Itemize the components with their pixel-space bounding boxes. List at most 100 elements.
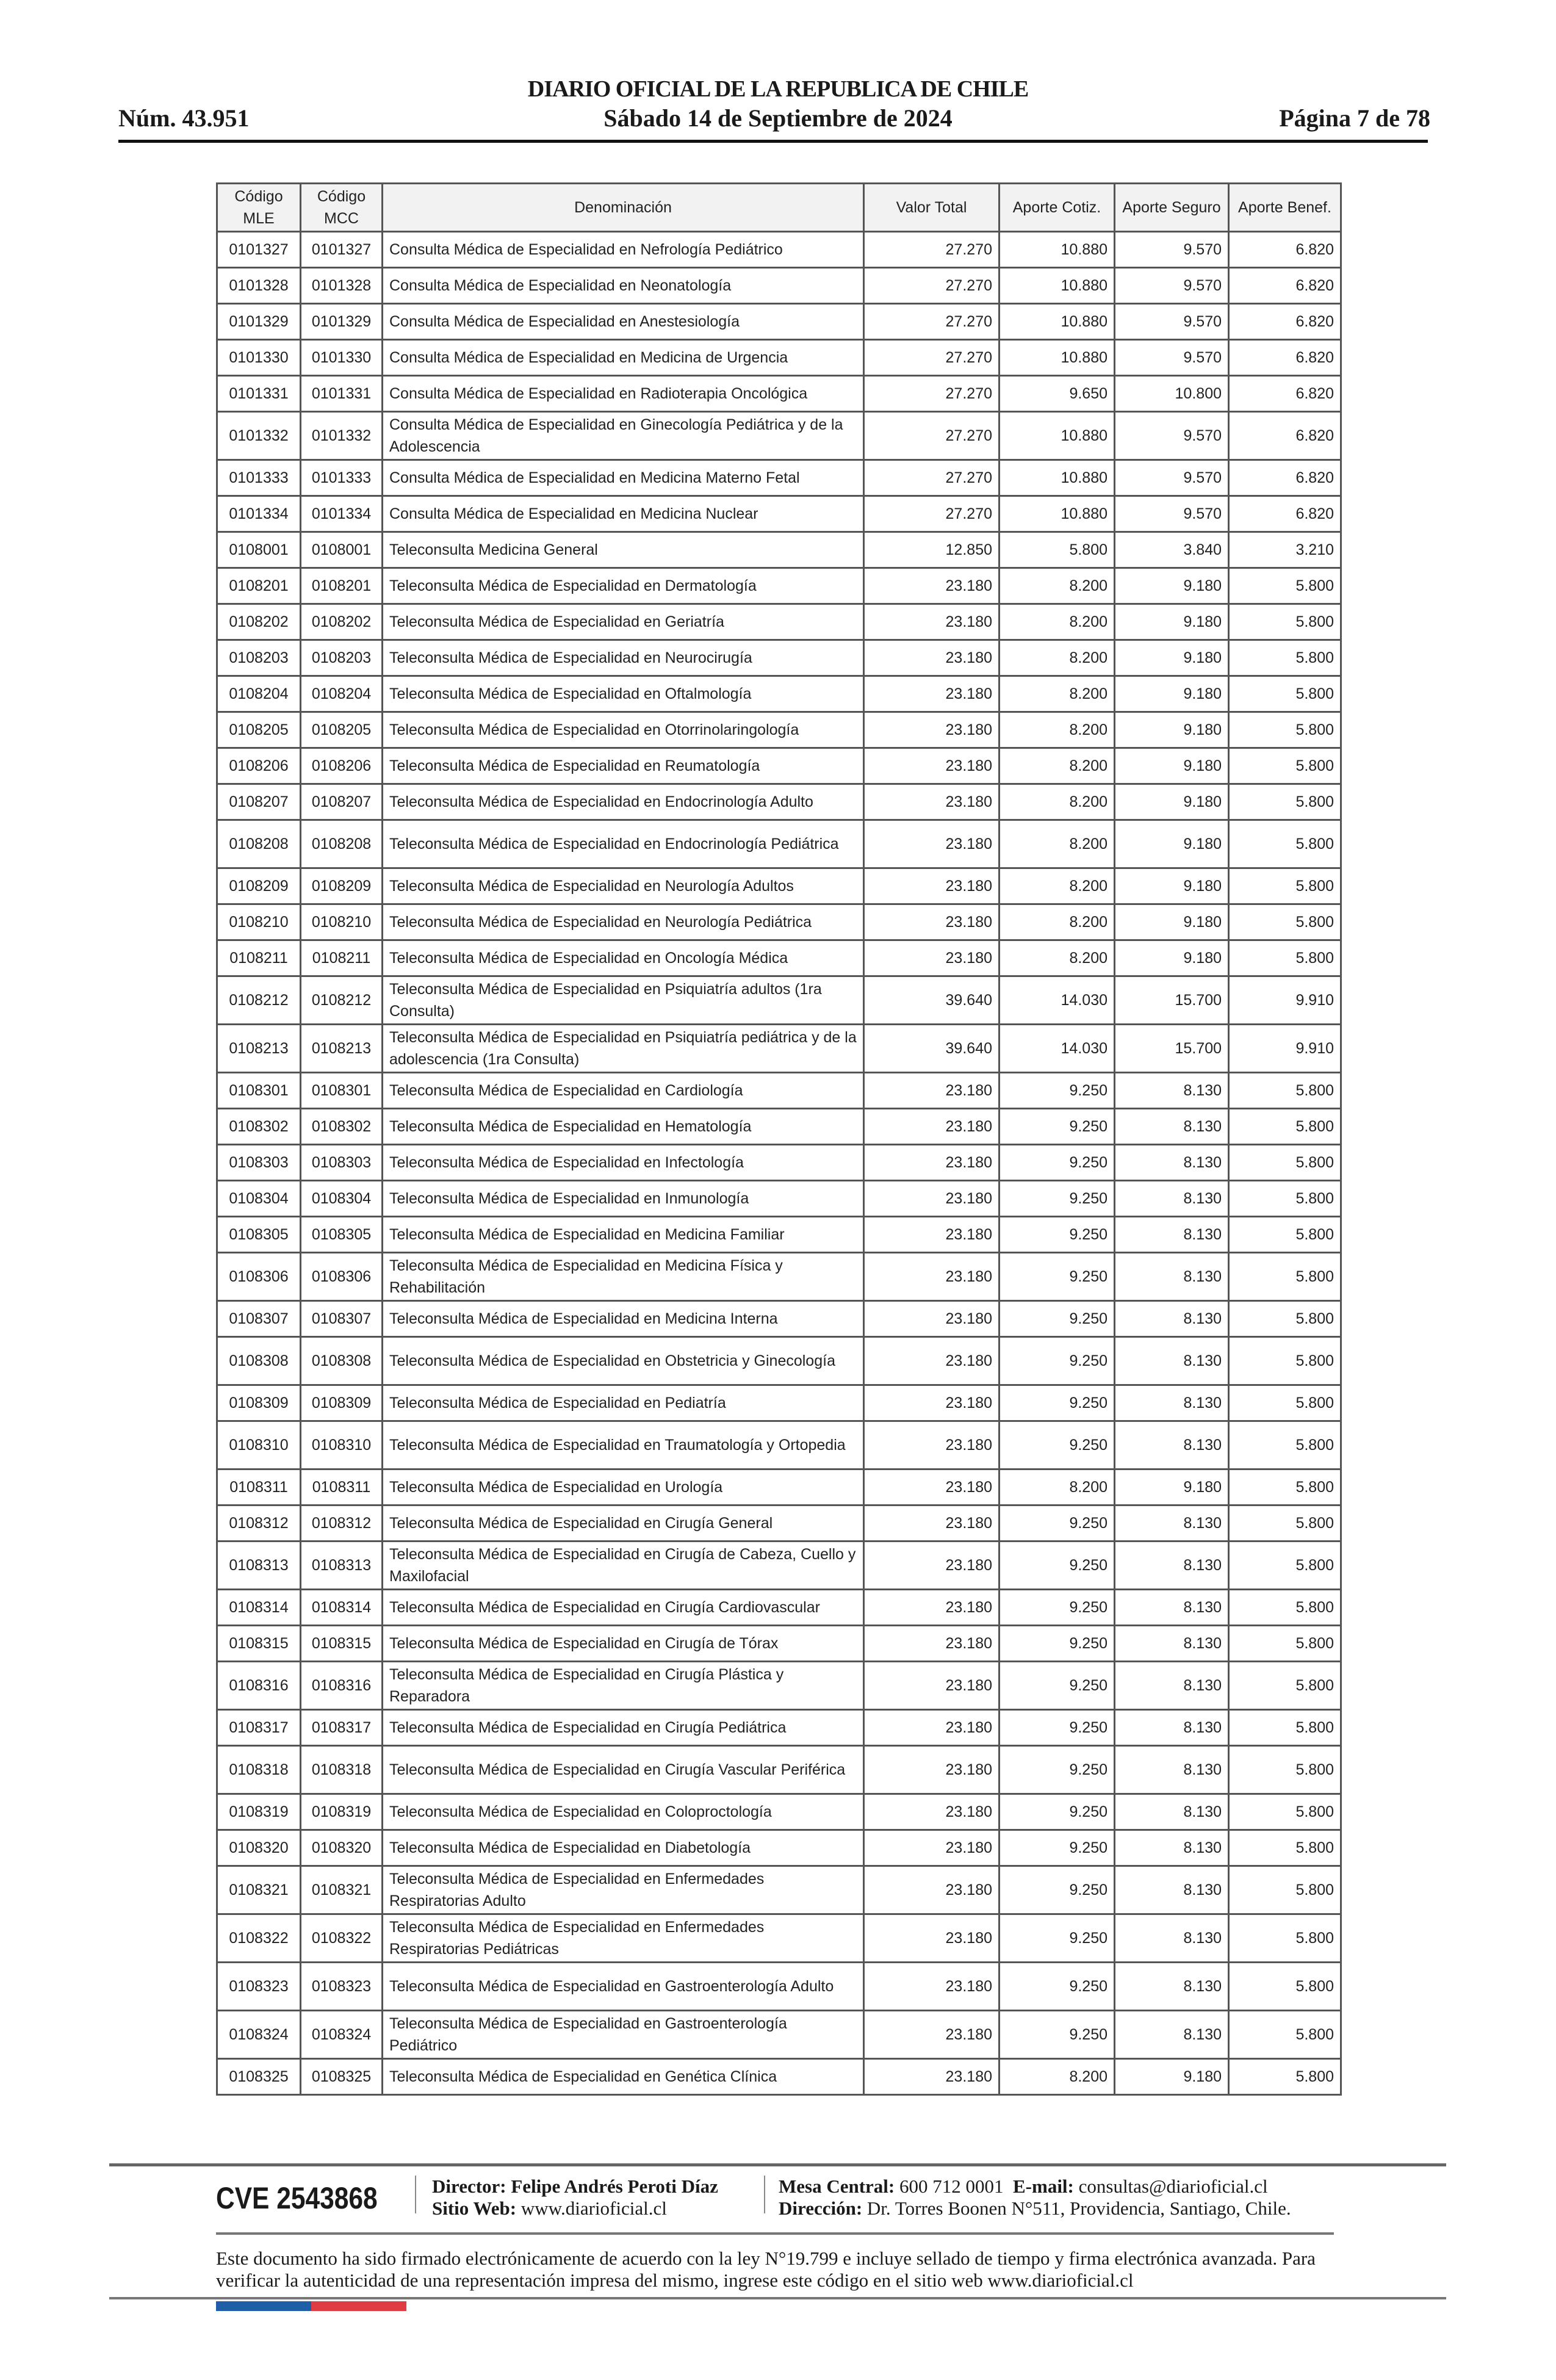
cell-code-mcc: 0108323 — [300, 1961, 383, 2011]
cell-denomination: Teleconsulta Médica de Especialidad en G… — [381, 603, 865, 641]
cell-code-mle: 0108311 — [216, 1468, 301, 1506]
cell-contribution-insurance: 9.180 — [1114, 639, 1230, 677]
cell-code-mcc: 0101327 — [300, 231, 383, 269]
cell-denomination: Teleconsulta Médica de Especialidad en G… — [381, 2058, 865, 2096]
cell-contribution-cotiz: 10.880 — [998, 303, 1115, 341]
cell-denomination: Teleconsulta Médica de Especialidad en C… — [381, 1709, 865, 1747]
cell-denomination: Teleconsulta Médica de Especialidad en M… — [381, 1300, 865, 1338]
cell-code-mle: 0108207 — [216, 783, 301, 821]
cell-total-value: 23.180 — [863, 1300, 1000, 1338]
table-row: 0108213 0108213 Teleconsulta Médica de Esp… — [216, 1023, 1342, 1073]
cell-denomination: Teleconsulta Médica de Especialidad en N… — [381, 903, 865, 941]
cell-total-value: 27.270 — [863, 459, 1000, 497]
cell-code-mle: 0108202 — [216, 603, 301, 641]
cell-total-value: 23.180 — [863, 1384, 1000, 1422]
cell-contribution-benef: 5.800 — [1228, 2010, 1342, 2060]
cell-code-mle: 0108210 — [216, 903, 301, 941]
cell-contribution-insurance: 9.570 — [1114, 231, 1230, 269]
cell-contribution-insurance: 8.130 — [1114, 1745, 1230, 1795]
table-header-row: Código MLE Código MCC Denominación Valor To… — [216, 182, 1342, 233]
cell-code-mcc: 0108304 — [300, 1180, 383, 1217]
cell-code-mcc: 0108302 — [300, 1108, 383, 1145]
cell-code-mcc: 0108209 — [300, 867, 383, 905]
tariff-table: Código MLE Código MCC Denominación Valor To… — [216, 182, 1342, 2096]
cell-contribution-insurance: 9.570 — [1114, 411, 1230, 461]
table-row: 0108202 0108202 Teleconsulta Médica de Esp… — [216, 603, 1342, 641]
cell-denomination: Teleconsulta Médica de Especialidad en C… — [381, 1745, 865, 1795]
footer-divider — [415, 2176, 416, 2213]
cell-contribution-benef: 5.800 — [1228, 1745, 1342, 1795]
cell-contribution-insurance: 9.180 — [1114, 819, 1230, 869]
cell-contribution-benef: 5.800 — [1228, 1144, 1342, 1181]
cell-total-value: 23.180 — [863, 711, 1000, 749]
column-header-code-mcc: Código MCC — [300, 182, 383, 233]
cell-code-mle: 0108325 — [216, 2058, 301, 2096]
cell-contribution-benef: 5.800 — [1228, 1072, 1342, 1109]
cell-code-mcc: 0108324 — [300, 2010, 383, 2060]
cell-contribution-cotiz: 9.250 — [998, 1180, 1115, 1217]
cell-contribution-insurance: 8.130 — [1114, 1384, 1230, 1422]
table-row: 0101328 0101328 Consulta Médica de Especia… — [216, 267, 1342, 305]
cell-code-mle: 0108320 — [216, 1829, 301, 1867]
cell-code-mle: 0108304 — [216, 1180, 301, 1217]
cell-contribution-insurance: 10.800 — [1114, 375, 1230, 413]
cell-contribution-insurance: 8.130 — [1114, 1180, 1230, 1217]
cell-total-value: 23.180 — [863, 1540, 1000, 1590]
cell-denomination: Teleconsulta Médica de Especialidad en I… — [381, 1180, 865, 1217]
cell-contribution-cotiz: 10.880 — [998, 339, 1115, 377]
table-row: 0101329 0101329 Consulta Médica de Especia… — [216, 303, 1342, 341]
cell-contribution-insurance: 8.130 — [1114, 1420, 1230, 1470]
cell-contribution-benef: 5.800 — [1228, 1625, 1342, 1662]
table-row: 0108303 0108303 Teleconsulta Médica de Esp… — [216, 1144, 1342, 1181]
cell-contribution-cotiz: 10.880 — [998, 411, 1115, 461]
cell-total-value: 23.180 — [863, 1793, 1000, 1831]
cell-total-value: 27.270 — [863, 375, 1000, 413]
cell-contribution-benef: 5.800 — [1228, 1709, 1342, 1747]
cell-code-mle: 0108001 — [216, 531, 301, 569]
cell-contribution-insurance: 8.130 — [1114, 1865, 1230, 1915]
cell-total-value: 39.640 — [863, 975, 1000, 1025]
column-header-contribution-cotiz: Aporte Cotiz. — [998, 182, 1115, 233]
cell-contribution-insurance: 9.180 — [1114, 603, 1230, 641]
cell-total-value: 27.270 — [863, 231, 1000, 269]
cell-total-value: 23.180 — [863, 747, 1000, 785]
cell-total-value: 27.270 — [863, 303, 1000, 341]
publication-title: DIARIO OFICIAL DE LA REPUBLICA DE CHILE — [527, 76, 1029, 102]
cell-contribution-benef: 5.800 — [1228, 1961, 1342, 2011]
cell-code-mle: 0108316 — [216, 1661, 301, 1711]
director-line: Director: Felipe Andrés Peroti Díaz — [432, 2176, 718, 2198]
cell-code-mle: 0101334 — [216, 495, 301, 533]
cell-contribution-benef: 5.800 — [1228, 1420, 1342, 1470]
cell-contribution-cotiz: 9.250 — [998, 1913, 1115, 1963]
table-row: 0108305 0108305 Teleconsulta Médica de Esp… — [216, 1216, 1342, 1253]
cell-code-mcc: 0101334 — [300, 495, 383, 533]
cell-contribution-benef: 5.800 — [1228, 747, 1342, 785]
cell-code-mcc: 0101329 — [300, 303, 383, 341]
cell-contribution-cotiz: 8.200 — [998, 639, 1115, 677]
cell-denomination: Teleconsulta Médica de Especialidad en D… — [381, 1829, 865, 1867]
signature-notice: Este documento ha sido firmado electróni… — [216, 2248, 1316, 2291]
cell-code-mcc: 0108204 — [300, 675, 383, 713]
column-header-total-value: Valor Total — [863, 182, 1000, 233]
cell-code-mcc: 0101328 — [300, 267, 383, 305]
table-row: 0108203 0108203 Teleconsulta Médica de Esp… — [216, 639, 1342, 677]
cell-code-mcc: 0108311 — [300, 1468, 383, 1506]
cell-contribution-benef: 5.800 — [1228, 1336, 1342, 1386]
cell-contribution-cotiz: 9.250 — [998, 1336, 1115, 1386]
cell-code-mle: 0108209 — [216, 867, 301, 905]
cell-denomination: Teleconsulta Médica de Especialidad en C… — [381, 1588, 865, 1626]
email-link[interactable]: consultas@diarioficial.cl — [1078, 2176, 1268, 2197]
cell-code-mle: 0108322 — [216, 1913, 301, 1963]
phone-label: Mesa Central: — [779, 2176, 895, 2197]
cell-code-mle: 0108324 — [216, 2010, 301, 2060]
cell-code-mle: 0108308 — [216, 1336, 301, 1386]
cell-contribution-insurance: 9.180 — [1114, 939, 1230, 977]
cell-total-value: 23.180 — [863, 1144, 1000, 1181]
cell-contribution-insurance: 8.130 — [1114, 1336, 1230, 1386]
cell-denomination: Teleconsulta Médica de Especialidad en P… — [381, 975, 865, 1025]
table-row: 0108322 0108322 Teleconsulta Médica de Esp… — [216, 1913, 1342, 1963]
table-row: 0108318 0108318 Teleconsulta Médica de Esp… — [216, 1745, 1342, 1795]
cell-contribution-cotiz: 9.250 — [998, 1588, 1115, 1626]
website-link[interactable]: www.diarioficial.cl — [520, 2198, 667, 2219]
website-label: Sitio Web: — [432, 2198, 517, 2219]
